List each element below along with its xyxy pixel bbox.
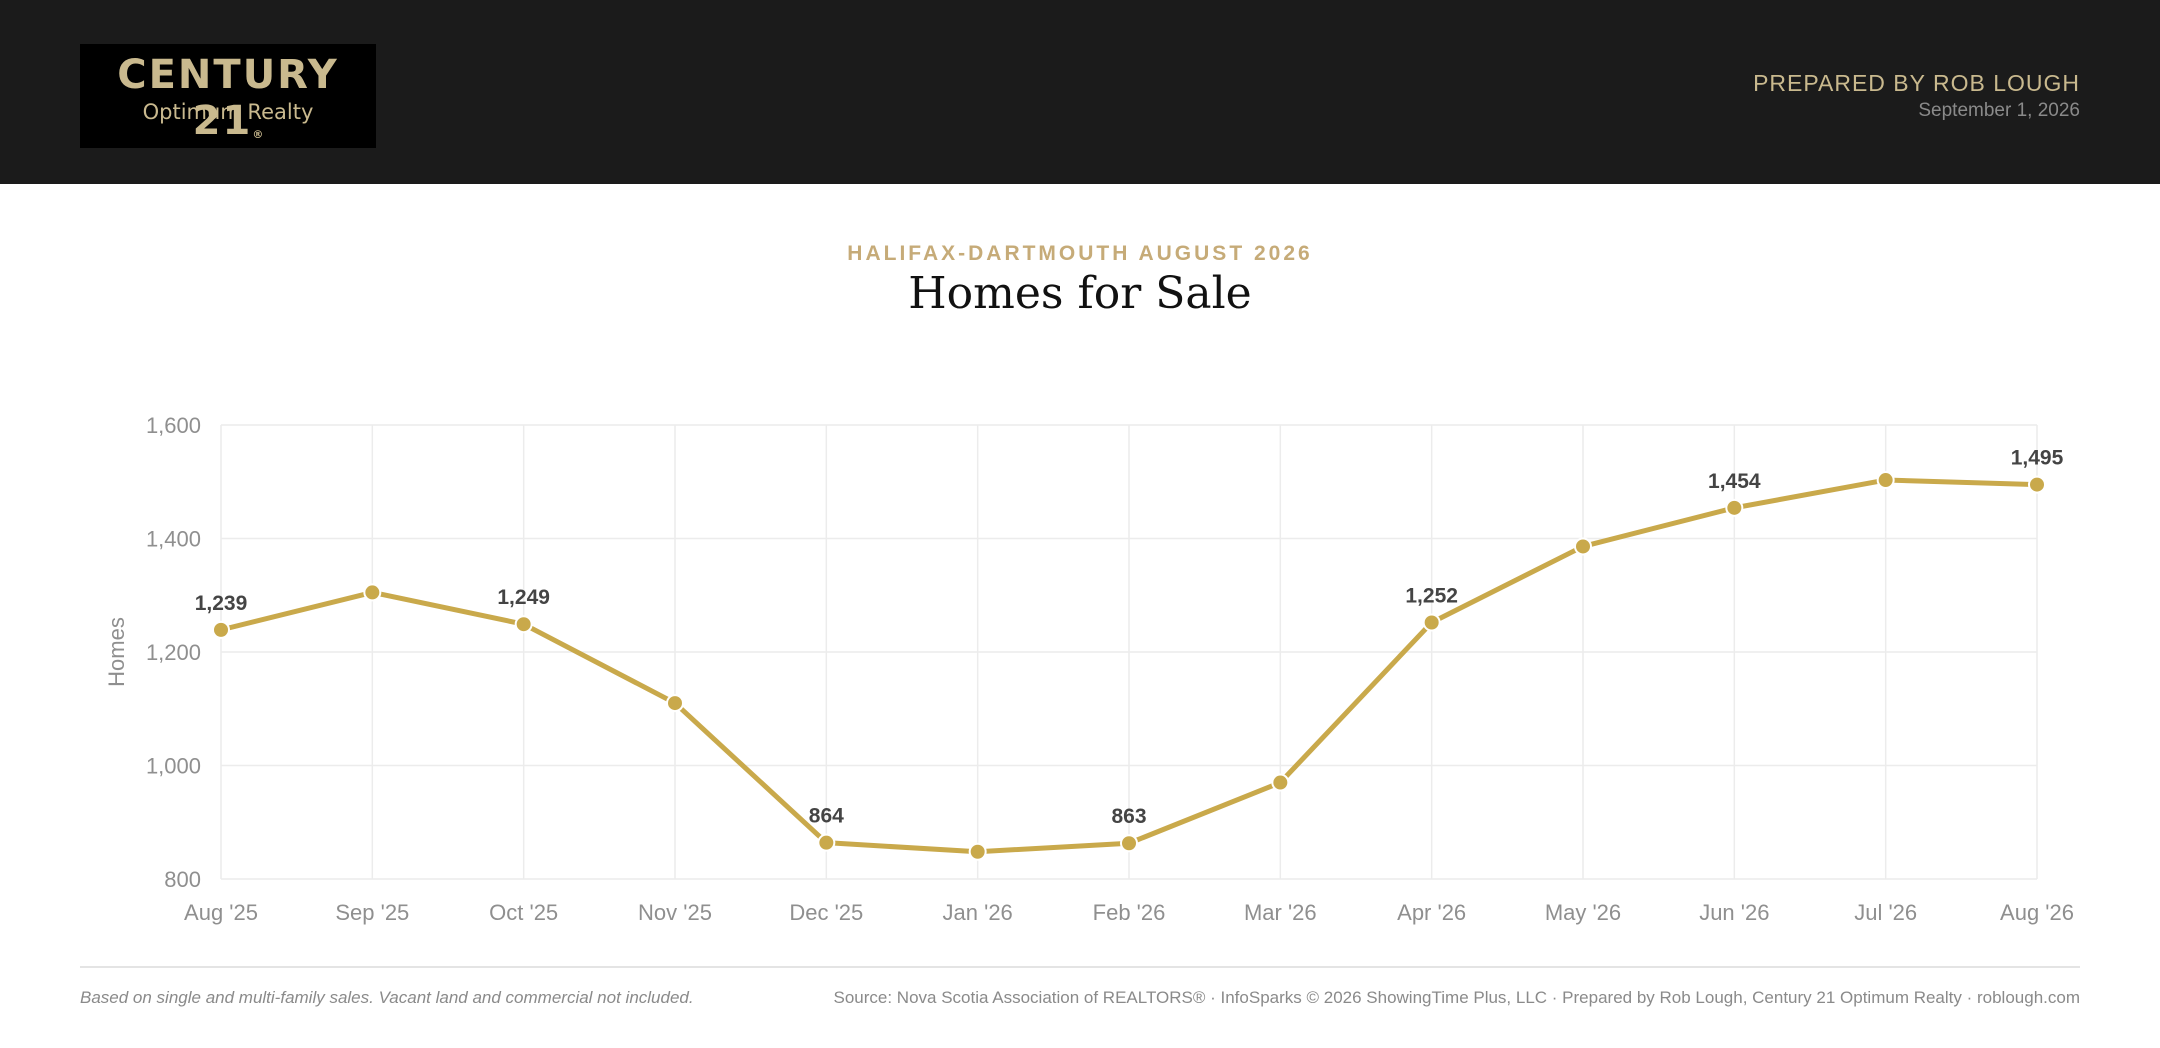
data-point xyxy=(212,620,230,639)
data-label: 1,252 xyxy=(1405,584,1458,607)
chart-axes: 800 1,000 1,200 1,400 1,600 Aug '25 Sep '25 Oct… xyxy=(104,413,2074,925)
logo-registered-mark: ® xyxy=(252,128,264,141)
footer-divider xyxy=(80,966,2080,968)
data-label: 1,495 xyxy=(2011,447,2064,470)
x-tick-label: May '26 xyxy=(1545,900,1621,925)
data-point xyxy=(968,842,987,861)
report-header: CENTURY 21® Optimum Realty PREPARED BY R… xyxy=(0,0,2160,184)
y-tick-label: 800 xyxy=(164,867,201,892)
x-tick-label: Nov '25 xyxy=(638,900,712,925)
y-tick-label: 1,000 xyxy=(146,754,201,779)
data-point xyxy=(1120,834,1138,853)
data-point xyxy=(2028,475,2046,494)
prepared-by: PREPARED BY ROB LOUGH xyxy=(1753,70,2080,96)
footer-note: Based on single and multi-family sales. … xyxy=(80,988,694,1007)
x-tick-label: Aug '26 xyxy=(2000,900,2074,925)
chart-data-labels: 1,239 1,249 864 863 1,252 1,454 1,495 xyxy=(195,447,2064,829)
data-point xyxy=(514,615,533,634)
x-tick-label: Oct '25 xyxy=(489,900,558,925)
x-tick-label: Jul '26 xyxy=(1854,900,1917,925)
data-point xyxy=(666,694,684,713)
x-tick-label: Mar '26 xyxy=(1244,900,1317,925)
chart-eyebrow: HALIFAX-DARTMOUTH AUGUST 2026 xyxy=(847,242,1313,265)
chart-grid xyxy=(220,424,2038,880)
data-point xyxy=(363,583,382,602)
data-label: 1,239 xyxy=(195,592,248,615)
data-label: 863 xyxy=(1111,805,1146,828)
chart-title: Homes for Sale xyxy=(908,268,1252,319)
y-tick-label: 1,400 xyxy=(146,527,201,552)
x-tick-label: Apr '26 xyxy=(1397,900,1466,925)
data-label: 1,454 xyxy=(1708,470,1761,493)
logo-brand: CENTURY 21® xyxy=(117,52,339,144)
x-tick-label: Aug '25 xyxy=(184,900,258,925)
data-label: 1,249 xyxy=(497,586,550,609)
footer-source: Source: Nova Scotia Association of REALT… xyxy=(833,988,2081,1007)
data-point xyxy=(1725,498,1744,517)
data-point xyxy=(1422,613,1441,632)
x-tick-label: Dec '25 xyxy=(789,900,863,925)
data-point xyxy=(1876,471,1895,490)
y-tick-label: 1,600 xyxy=(146,413,201,438)
chart-series xyxy=(212,471,2046,861)
logo-office: Optimum Realty xyxy=(142,100,314,124)
data-label: 864 xyxy=(809,805,844,828)
x-tick-label: Sep '25 xyxy=(335,900,409,925)
data-point xyxy=(1574,537,1592,556)
century21-logo: CENTURY 21® Optimum Realty xyxy=(80,44,376,148)
data-point xyxy=(1271,773,1290,792)
y-tick-label: 1,200 xyxy=(146,640,201,665)
y-axis-title: Homes xyxy=(104,617,129,687)
x-tick-label: Feb '26 xyxy=(1093,900,1166,925)
report-date: September 1, 2026 xyxy=(1918,100,2080,121)
x-tick-label: Jun '26 xyxy=(1699,900,1769,925)
data-point xyxy=(817,833,836,852)
x-tick-label: Jan '26 xyxy=(943,900,1013,925)
